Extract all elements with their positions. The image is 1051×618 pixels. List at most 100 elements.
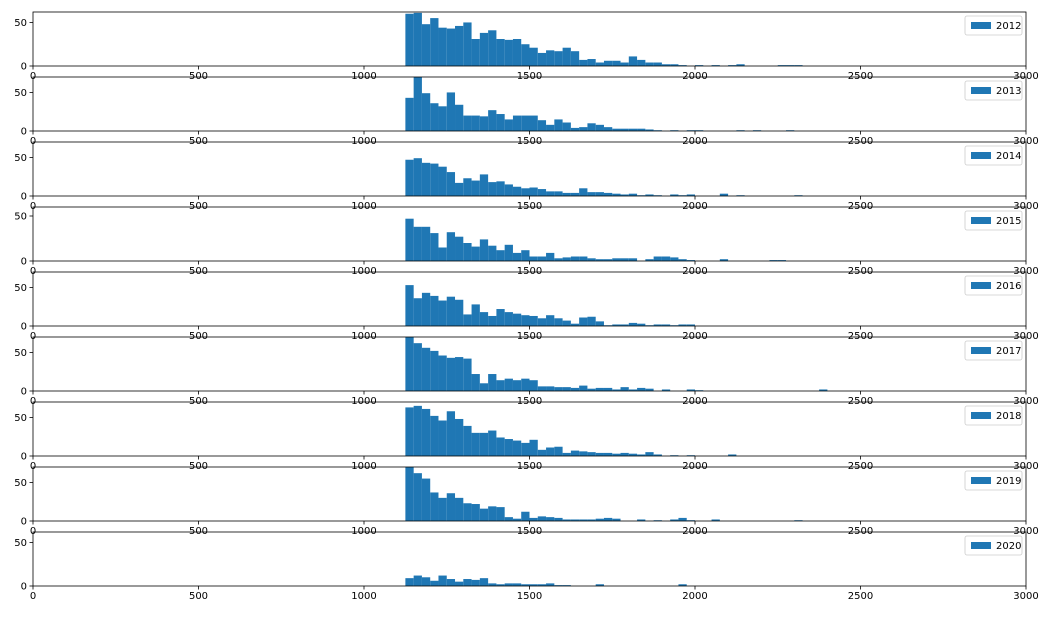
hist-bar <box>686 324 695 326</box>
x-tick-label: 3000 <box>1013 591 1038 602</box>
hist-bar <box>512 380 522 391</box>
y-tick-label: 50 <box>14 478 27 489</box>
hist-bar <box>488 110 497 131</box>
legend-swatch <box>971 282 991 289</box>
y-tick-label: 0 <box>21 192 27 203</box>
hist-bar <box>430 580 439 586</box>
hist-bar <box>512 440 522 456</box>
x-tick-label: 0 <box>30 461 36 472</box>
hist-bar <box>546 50 555 66</box>
hist-bar <box>405 97 414 131</box>
legend-label: 2020 <box>996 541 1021 552</box>
hist-bar <box>504 184 513 196</box>
legend-label: 2014 <box>996 151 1021 162</box>
hist-bar <box>612 258 621 261</box>
hist-bar <box>570 387 580 391</box>
hist-bar <box>479 432 489 456</box>
legend-label: 2012 <box>996 21 1021 32</box>
axes-frame <box>32 531 1027 587</box>
legend-box <box>964 210 1023 231</box>
y-tick-label: 0 <box>21 62 27 73</box>
hist-bar <box>628 128 638 131</box>
hist-bar <box>455 497 464 521</box>
hist-bar <box>769 260 778 261</box>
hist-bar <box>570 192 580 196</box>
hist-bar <box>463 579 472 586</box>
hist-bar <box>579 451 588 456</box>
legend-box <box>964 340 1023 361</box>
hist-bar <box>529 517 538 521</box>
hist-bar <box>405 285 414 326</box>
x-tick-label: 2500 <box>848 331 873 342</box>
hist-bar <box>413 226 422 261</box>
hist-bar <box>512 115 522 131</box>
hist-bar <box>529 47 538 66</box>
x-tick-label: 1000 <box>351 201 376 212</box>
hist-bar <box>421 93 431 131</box>
hist-bar <box>603 192 613 196</box>
hist-bar <box>579 385 588 391</box>
x-tick-label: 0 <box>30 331 36 342</box>
x-tick-label: 2500 <box>848 396 873 407</box>
x-tick-label: 2000 <box>682 526 707 537</box>
hist-bar <box>471 246 480 261</box>
y-tick-label: 50 <box>14 348 27 359</box>
x-tick-label: 500 <box>189 71 208 82</box>
hist-bar <box>488 374 497 391</box>
hist-bar <box>463 425 472 456</box>
hist-bar <box>595 584 604 586</box>
legend-box <box>964 15 1023 36</box>
y-tick-label: 0 <box>21 582 27 593</box>
x-tick-label: 3000 <box>1013 266 1038 277</box>
legend-swatch <box>971 347 991 354</box>
hist-bar <box>595 124 604 131</box>
hist-bar <box>595 452 604 456</box>
hist-bar <box>471 304 480 326</box>
hist-bar <box>595 321 604 326</box>
hist-bar <box>603 452 613 456</box>
x-tick-label: 2000 <box>682 201 707 212</box>
hist-bar <box>405 218 414 261</box>
hist-bar <box>446 92 456 131</box>
hist-bar <box>645 129 654 131</box>
hist-bar <box>678 65 687 66</box>
hist-bar <box>521 188 530 196</box>
hist-bar <box>504 119 513 131</box>
hist-bar <box>603 259 613 261</box>
hist-bar <box>496 39 505 66</box>
hist-bar <box>570 256 580 261</box>
hist-bar <box>479 239 489 261</box>
hist-bar <box>455 25 464 66</box>
legend-box <box>964 275 1023 296</box>
hist-bar <box>463 178 472 196</box>
x-tick-label: 500 <box>189 266 208 277</box>
x-tick-label: 500 <box>189 331 208 342</box>
hist-bar <box>405 13 414 67</box>
hist-bar <box>678 259 687 261</box>
hist-bar <box>471 180 480 196</box>
y-tick-label: 50 <box>14 88 27 99</box>
hist-bar <box>546 124 555 131</box>
hist-bar <box>579 127 588 131</box>
hist-bar <box>628 56 638 66</box>
x-tick-label: 3000 <box>1013 461 1038 472</box>
legend-swatch <box>971 217 991 224</box>
hist-bar <box>554 258 563 261</box>
hist-bar <box>562 452 571 456</box>
x-tick-label: 1000 <box>351 591 376 602</box>
hist-bar <box>562 387 571 391</box>
y-tick-label: 50 <box>14 18 27 29</box>
hist-bar <box>711 519 720 521</box>
x-tick-label: 2000 <box>682 331 707 342</box>
hist-bar <box>438 106 447 131</box>
hist-bar <box>413 575 422 586</box>
hist-bar <box>471 504 480 521</box>
hist-bar <box>546 386 555 391</box>
hist-bar <box>405 159 414 196</box>
hist-bar <box>529 380 538 391</box>
hist-bar <box>661 64 671 66</box>
hist-bar <box>777 260 787 261</box>
